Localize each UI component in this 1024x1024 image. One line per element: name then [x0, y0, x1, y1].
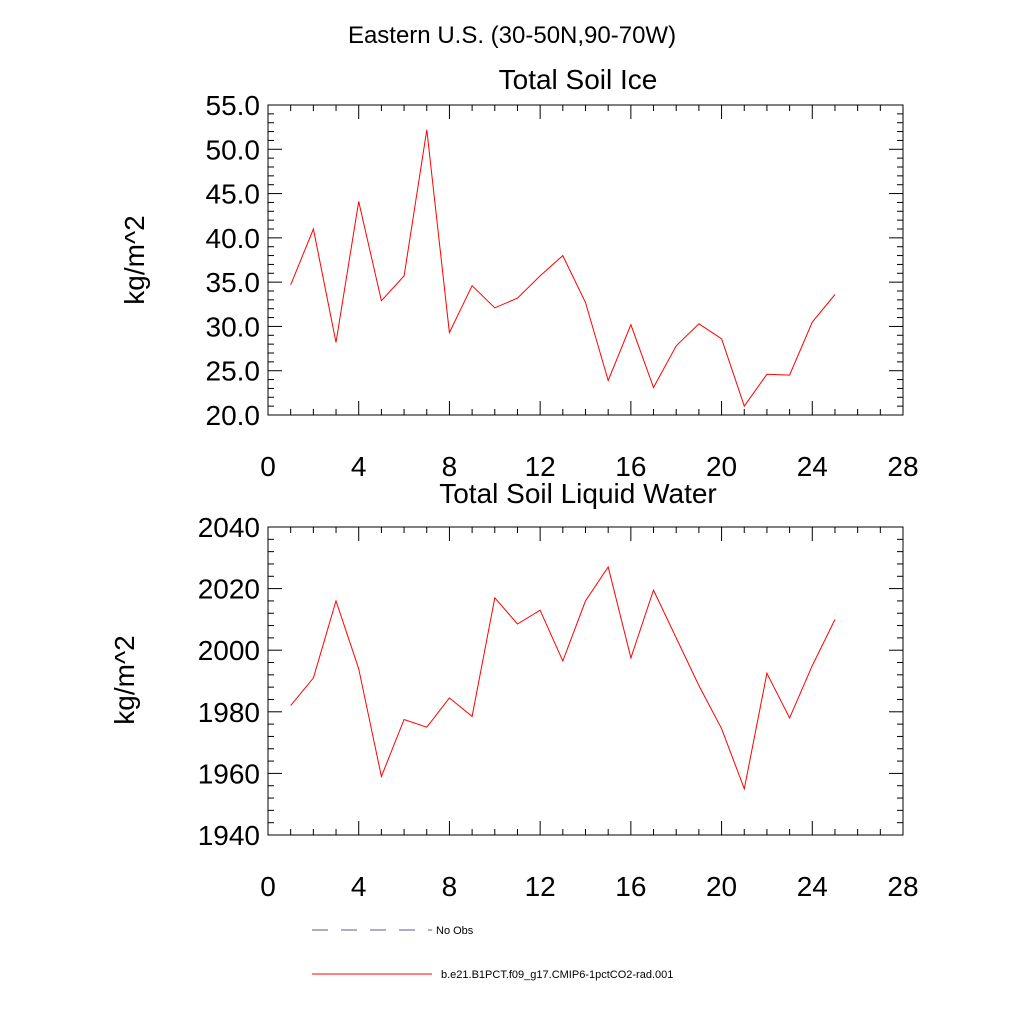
x-tick-label: 20	[706, 871, 737, 902]
chart-title: Total Soil Liquid Water	[439, 478, 717, 509]
y-tick-label: 20.0	[206, 400, 261, 431]
y-tick-label: 30.0	[206, 311, 261, 342]
y-tick-label: 35.0	[206, 267, 261, 298]
y-axis-label: kg/m^2	[109, 635, 140, 724]
x-tick-label: 28	[887, 451, 918, 482]
y-tick-label: 1960	[198, 758, 260, 789]
plot-frame	[267, 526, 904, 836]
legend-label-obs: No Obs	[436, 925, 474, 937]
x-tick-label: 8	[442, 451, 458, 482]
x-tick-label: 0	[260, 871, 276, 902]
x-tick-label: 12	[525, 871, 556, 902]
x-tick-label: 0	[260, 451, 276, 482]
plot-frame	[267, 104, 904, 416]
x-tick-label: 28	[887, 871, 918, 902]
x-tick-label: 24	[797, 451, 828, 482]
y-tick-label: 45.0	[206, 179, 261, 210]
chart-soil-ice: Total Soil Ice kg/m^2 0 4 8 12 16 20 24 28 20.0 2…	[119, 64, 919, 482]
legend: No Obs b.e21.B1PCT.f09_g17.CMIP6-1pctCO2…	[312, 925, 673, 981]
y-tick-label: 40.0	[206, 223, 261, 254]
y-tick-label: 1980	[198, 697, 260, 728]
y-tick-label: 55.0	[206, 90, 261, 121]
y-tick-label: 25.0	[206, 356, 261, 387]
x-tick-label: 8	[442, 871, 458, 902]
x-tick-label: 16	[615, 451, 646, 482]
legend-label-model: b.e21.B1PCT.f09_g17.CMIP6-1pctCO2-rad.00…	[441, 969, 673, 981]
y-tick-label: 50.0	[206, 134, 261, 165]
page-title: Eastern U.S. (30-50N,90-70W)	[348, 22, 676, 49]
x-tick-label: 24	[797, 871, 828, 902]
x-tick-label: 4	[351, 871, 367, 902]
series-line	[290, 565, 836, 791]
chart-soil-liquid-water: Total Soil Liquid Water kg/m^2 0 4 8 12 16 20…	[109, 478, 919, 902]
y-axis-label: kg/m^2	[119, 215, 150, 304]
y-tick-label: 2040	[198, 512, 260, 543]
chart-title: Total Soil Ice	[499, 64, 658, 95]
x-tick-label: 16	[615, 871, 646, 902]
x-tick-label: 12	[525, 451, 556, 482]
x-tick-label: 20	[706, 451, 737, 482]
y-tick-label: 1940	[198, 820, 260, 851]
y-tick-label: 2000	[198, 635, 260, 666]
x-tick-label: 4	[351, 451, 367, 482]
series-line	[290, 129, 836, 408]
y-tick-label: 2020	[198, 574, 260, 605]
